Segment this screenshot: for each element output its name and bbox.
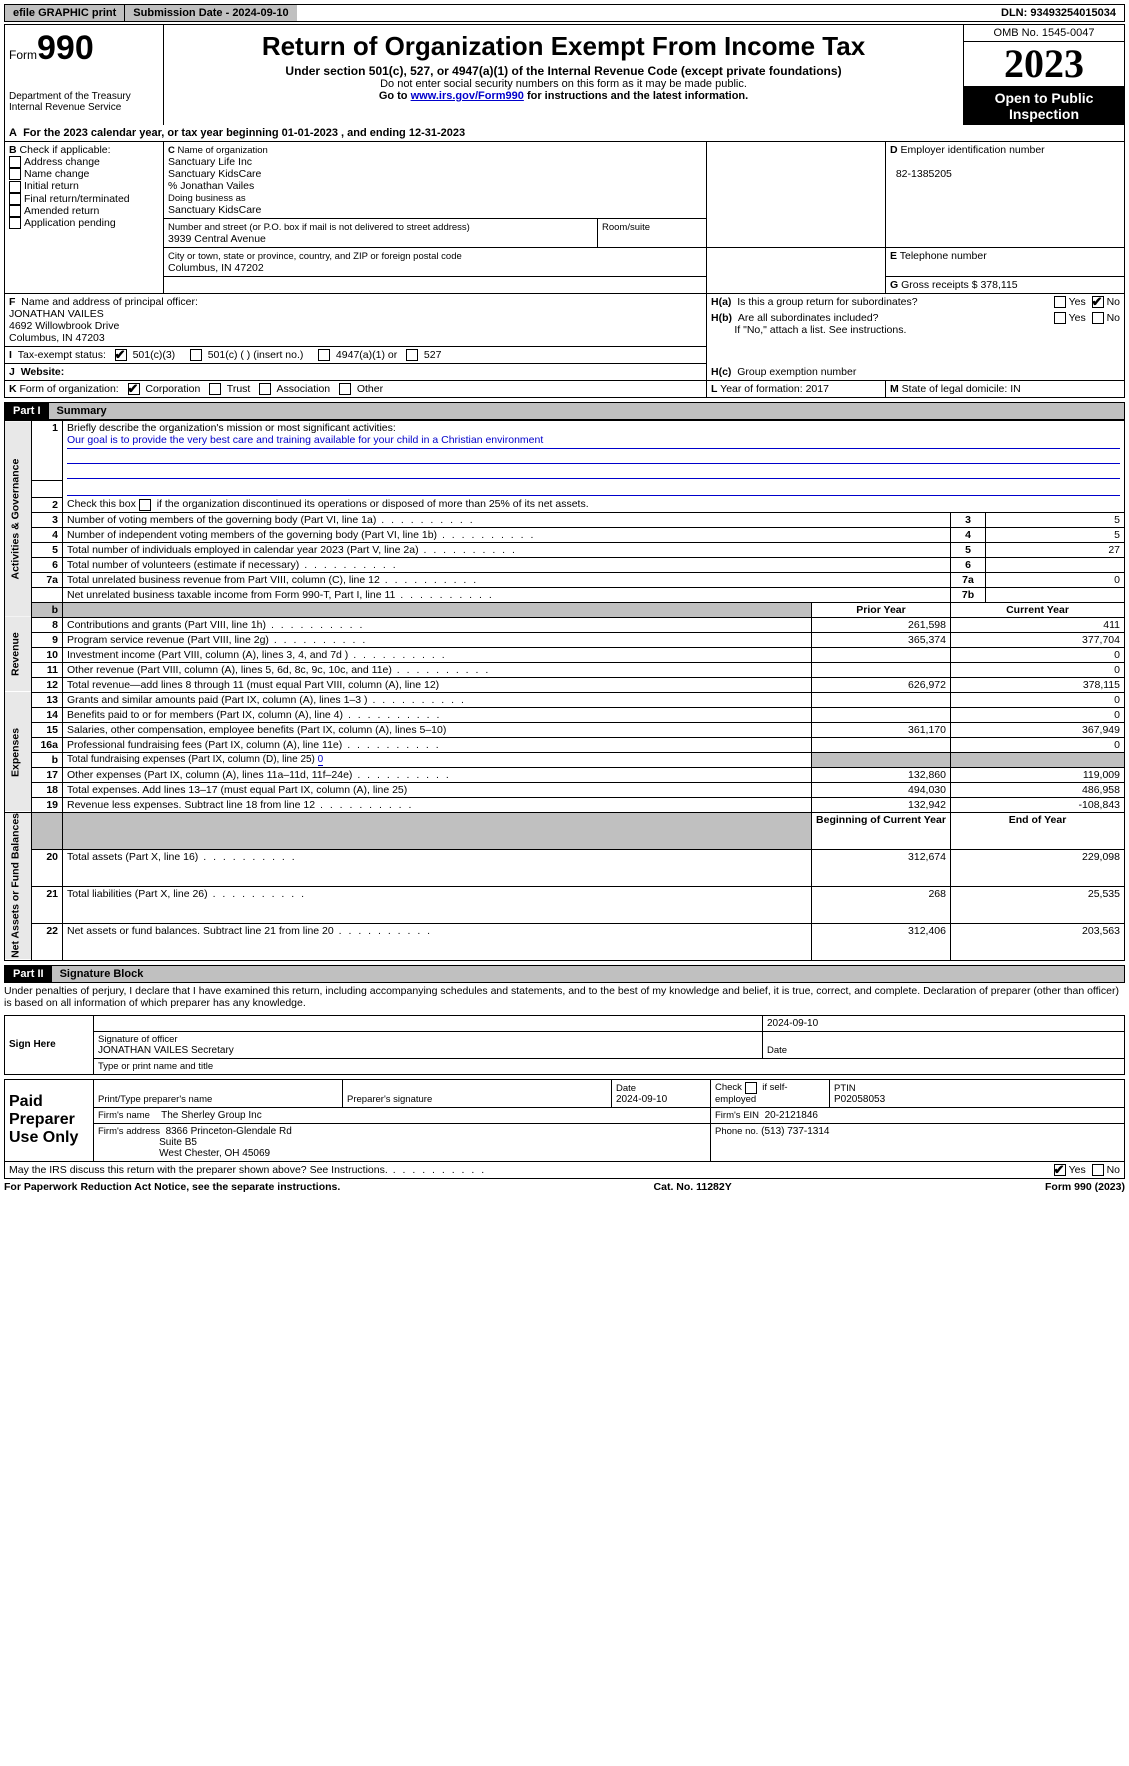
527-checkbox[interactable]	[406, 349, 418, 361]
501c-checkbox[interactable]	[190, 349, 202, 361]
org-name-1: Sanctuary Life Inc	[168, 156, 252, 168]
part1-header: Part ISummary	[4, 402, 1125, 420]
penalty-declaration: Under penalties of perjury, I declare th…	[4, 983, 1125, 1011]
row-a-taxyear: A For the 2023 calendar year, or tax yea…	[4, 125, 1125, 141]
officer-signature: JONATHAN VAILES Secretary	[98, 1045, 234, 1056]
4947-checkbox[interactable]	[318, 349, 330, 361]
discuss-no[interactable]	[1092, 1164, 1104, 1176]
final-return-checkbox[interactable]	[9, 193, 21, 205]
dept-treasury: Department of the Treasury	[9, 91, 159, 102]
form-header: Form990 Return of Organization Exempt Fr…	[4, 24, 1125, 127]
form-number: 990	[37, 29, 94, 67]
year-formation: Year of formation: 2017	[720, 383, 829, 395]
org-name-2: Sanctuary KidsCare	[168, 168, 261, 180]
city-state-zip: Columbus, IN 47202	[168, 262, 264, 274]
name-change-checkbox[interactable]	[9, 168, 21, 180]
address-change-checkbox[interactable]	[9, 156, 21, 168]
side-revenue: Revenue	[5, 617, 32, 692]
entity-info: B Check if applicable: Address change Na…	[4, 141, 1125, 398]
ha-no[interactable]	[1092, 296, 1104, 308]
open-to-public: Open to Public Inspection	[964, 86, 1124, 126]
state-domicile: State of legal domicile: IN	[902, 383, 1021, 395]
side-expenses: Expenses	[5, 692, 32, 812]
application-pending-checkbox[interactable]	[9, 217, 21, 229]
part2-header: Part IISignature Block	[4, 965, 1125, 983]
dba: Sanctuary KidsCare	[168, 204, 261, 216]
corp-checkbox[interactable]	[128, 383, 140, 395]
submission-date: Submission Date - 2024-09-10	[125, 5, 296, 21]
firm-phone: (513) 737-1314	[761, 1126, 829, 1137]
501c3-checkbox[interactable]	[115, 349, 127, 361]
firm-addr1: 8366 Princeton-Glendale Rd	[166, 1126, 292, 1137]
discuss-row: May the IRS discuss this return with the…	[4, 1162, 1125, 1179]
form-subtitle: Under section 501(c), 527, or 4947(a)(1)…	[172, 64, 955, 78]
sign-date: 2024-09-10	[763, 1015, 1125, 1031]
tax-year: 2023	[964, 42, 1124, 86]
self-employed-checkbox[interactable]	[745, 1082, 757, 1094]
omb-number: OMB No. 1545-0047	[964, 25, 1124, 42]
efile-print-button[interactable]: efile GRAPHIC print	[5, 5, 125, 21]
ein: 82-1385205	[896, 168, 952, 180]
side-netassets: Net Assets or Fund Balances	[5, 812, 32, 960]
discuss-yes[interactable]	[1054, 1164, 1066, 1176]
initial-return-checkbox[interactable]	[9, 181, 21, 193]
officer-street: 4692 Willowbrook Drive	[9, 320, 119, 332]
form-label: Form	[9, 48, 37, 62]
ptin: P02058053	[834, 1094, 885, 1105]
ha-yes[interactable]	[1054, 296, 1066, 308]
paid-preparer-table: Paid Preparer Use Only Print/Type prepar…	[4, 1079, 1125, 1162]
top-toolbar: efile GRAPHIC print Submission Date - 20…	[4, 4, 1125, 22]
footer: For Paperwork Reduction Act Notice, see …	[4, 1181, 1125, 1193]
gross-receipts: 378,115	[980, 279, 1017, 291]
firm-ein: 20-2121846	[765, 1110, 818, 1121]
sign-here-table: Sign Here 2024-09-10 Signature of office…	[4, 1015, 1125, 1075]
hb-yes[interactable]	[1054, 312, 1066, 324]
street: 3939 Central Avenue	[168, 233, 266, 245]
mission-text: Our goal is to provide the very best car…	[67, 434, 1120, 449]
org-name-3: % Jonathan Vailes	[168, 180, 254, 192]
amended-return-checkbox[interactable]	[9, 205, 21, 217]
firm-name: The Sherley Group Inc	[161, 1110, 262, 1121]
ssn-note: Do not enter social security numbers on …	[172, 78, 955, 90]
other-checkbox[interactable]	[339, 383, 351, 395]
assoc-checkbox[interactable]	[259, 383, 271, 395]
side-activities: Activities & Governance	[5, 421, 32, 618]
discontinued-checkbox[interactable]	[139, 499, 151, 511]
summary-table: Activities & Governance 1 Briefly descri…	[4, 420, 1125, 960]
form-title: Return of Organization Exempt From Incom…	[172, 31, 955, 62]
goto-line: Go to www.irs.gov/Form990 for instructio…	[172, 90, 955, 102]
irs-label: Internal Revenue Service	[9, 102, 159, 113]
irs-link[interactable]: www.irs.gov/Form990	[411, 90, 524, 102]
trust-checkbox[interactable]	[209, 383, 221, 395]
officer-city: Columbus, IN 47203	[9, 332, 105, 344]
hb-no[interactable]	[1092, 312, 1104, 324]
officer-name: JONATHAN VAILES	[9, 308, 104, 320]
dln: DLN: 93493254015034	[993, 5, 1124, 21]
